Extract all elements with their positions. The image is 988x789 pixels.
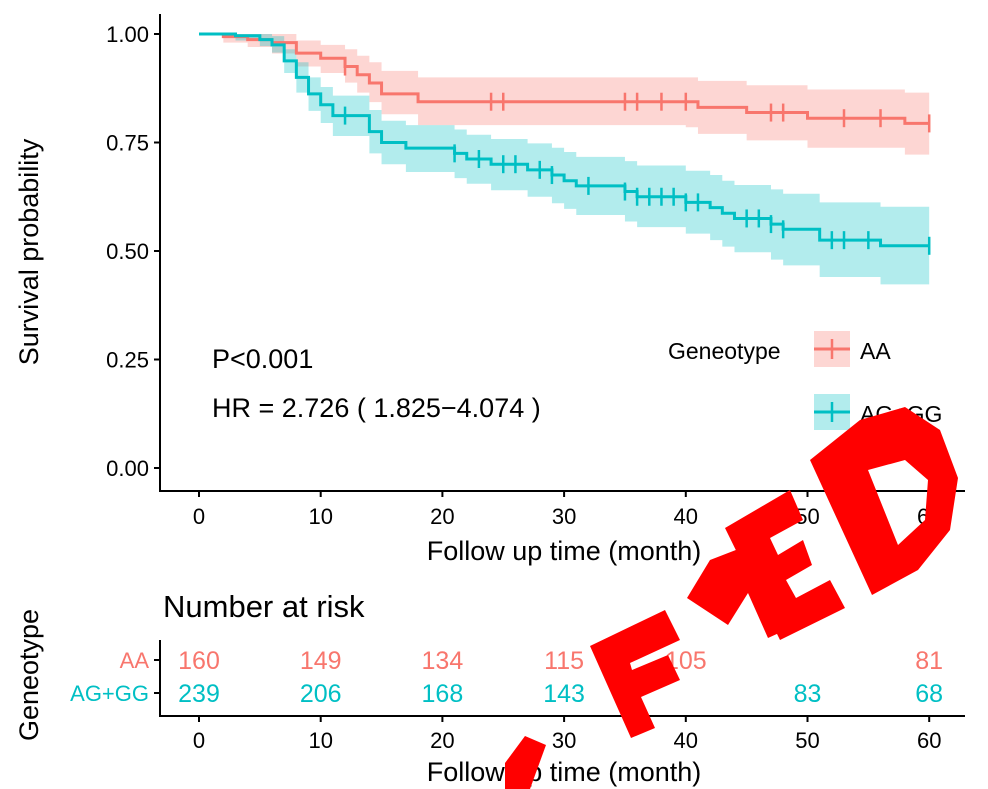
hazard-ratio-annotation: HR = 2.726 ( 1.825−4.074 ) xyxy=(212,393,541,423)
y-tick-label: 1.00 xyxy=(106,22,149,47)
x-tick-label: 30 xyxy=(552,504,576,529)
risk-x-tick-label: 30 xyxy=(552,728,576,753)
x-axis-title: Follow up time (month) xyxy=(427,536,702,566)
x-tick-label: 0 xyxy=(193,504,205,529)
risk-x-tick-label: 60 xyxy=(917,728,941,753)
risk-x-axis-ticks: 0 10 20 30 40 50 60 xyxy=(193,716,941,753)
y-tick-label: 0.25 xyxy=(106,348,149,373)
risk-value: 68 xyxy=(915,680,943,708)
risk-value: 81 xyxy=(915,647,943,675)
risk-x-tick-label: 40 xyxy=(674,728,698,753)
risk-value: 168 xyxy=(422,680,464,708)
legend-key-ag-gg xyxy=(814,394,850,430)
risk-value: 115 xyxy=(544,647,584,675)
p-value-annotation: P<0.001 xyxy=(212,344,313,374)
risk-x-tick-label: 50 xyxy=(795,728,819,753)
risk-value: 149 xyxy=(300,647,342,675)
risk-x-tick-label: 10 xyxy=(308,728,332,753)
risk-value: 143 xyxy=(543,680,585,708)
y-tick-label: 0.75 xyxy=(106,131,149,156)
risk-value: 206 xyxy=(300,680,342,708)
x-tick-label: 40 xyxy=(674,504,698,529)
risk-value: 160 xyxy=(178,647,220,675)
censor-marks xyxy=(343,57,931,255)
risk-table-y-title: Geneotype xyxy=(14,609,44,741)
risk-table: Number at risk Geneotype AA 160 149 134 115 1… xyxy=(14,589,965,787)
risk-x-axis-title: Follow up time (month) xyxy=(427,757,702,787)
risk-row-label: AG+GG xyxy=(70,681,149,706)
confidence-band-ag-gg xyxy=(199,34,930,288)
legend-key-aa xyxy=(814,331,850,367)
x-tick-label: 20 xyxy=(430,504,454,529)
risk-value: 239 xyxy=(178,680,220,708)
risk-value: 83 xyxy=(794,680,822,708)
risk-table-title: Number at risk xyxy=(163,589,365,624)
red-watermark xyxy=(505,407,958,789)
legend: Geneotype AA AG+GG xyxy=(668,331,942,430)
x-tick-label: 10 xyxy=(308,504,332,529)
y-tick-label: 0.50 xyxy=(106,239,149,264)
legend-label-aa: AA xyxy=(860,338,891,364)
legend-title: Geneotype xyxy=(668,338,781,364)
confidence-band-aa xyxy=(199,34,930,156)
risk-x-tick-label: 0 xyxy=(193,728,205,753)
risk-x-tick-label: 20 xyxy=(430,728,454,753)
risk-row-label: AA xyxy=(120,648,150,673)
y-tick-label: 0.00 xyxy=(106,456,149,481)
y-axis-ticks: 0.00 0.25 0.50 0.75 1.00 xyxy=(106,22,160,481)
y-axis-title: Survival probability xyxy=(14,138,44,365)
risk-value: 134 xyxy=(422,647,464,675)
confidence-bands xyxy=(199,34,930,288)
